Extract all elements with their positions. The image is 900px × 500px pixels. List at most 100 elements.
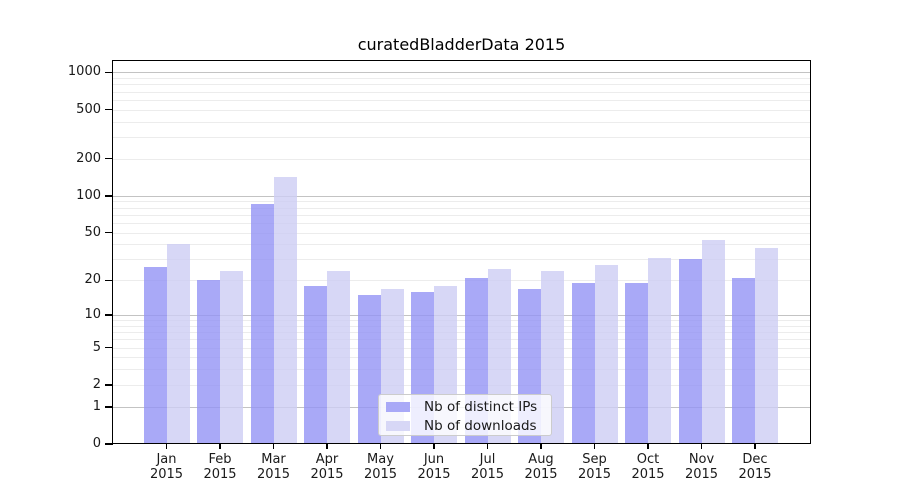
legend-label: Nb of distinct IPs	[424, 399, 538, 416]
gridline-minor	[113, 244, 810, 246]
gridline-minor	[113, 259, 810, 261]
legend: Nb of distinct IPs Nb of downloads	[378, 394, 552, 436]
bar-distinct-ips-feb	[197, 280, 220, 443]
bar-downloads-feb	[220, 270, 243, 443]
bar-distinct-ips-sep	[571, 282, 595, 443]
y-axis-tick	[105, 443, 113, 445]
bar-downloads-jan	[166, 244, 190, 443]
x-label-year: 2015	[363, 467, 398, 482]
gridline-minor	[113, 347, 810, 349]
legend-label: Nb of downloads	[424, 417, 537, 434]
x-axis-tick	[379, 443, 382, 449]
gridline-minor	[113, 137, 810, 138]
y-axis-tick	[105, 406, 113, 408]
gridline-major	[113, 72, 810, 74]
x-axis-tick-label: Sep 2015	[565, 452, 625, 482]
x-label-month: Mar	[261, 452, 286, 467]
y-axis-tick-label: 100	[76, 187, 101, 203]
legend-swatch-downloads-icon	[386, 420, 410, 431]
y-axis-tick-label: 200	[76, 150, 101, 166]
x-axis-tick-label: Jul 2015	[458, 452, 518, 482]
bar-distinct-ips-jan	[143, 266, 167, 443]
gridline-major	[113, 315, 810, 316]
y-axis-tick-label: 1	[92, 398, 101, 414]
y-axis-tick	[105, 195, 113, 197]
y-axis-tick-label: 10	[84, 307, 101, 322]
bar-distinct-ips-apr	[304, 285, 327, 443]
gridline-minor	[113, 339, 810, 341]
bar-distinct-ips-oct	[625, 282, 648, 443]
x-label-year: 2015	[524, 467, 558, 482]
x-label-year: 2015	[149, 467, 184, 482]
x-label-month: Oct	[636, 452, 660, 467]
x-axis-tick	[540, 443, 542, 449]
gridline-minor	[113, 222, 810, 224]
gridline-major	[113, 195, 810, 197]
gridline-minor	[113, 201, 810, 203]
x-axis-tick	[165, 443, 168, 449]
y-axis-tick-label: 20	[84, 272, 101, 288]
x-label-year: 2015	[577, 467, 612, 482]
x-axis-tick-label: Nov 2015	[672, 452, 732, 482]
gridline-minor	[113, 384, 810, 386]
x-axis-tick-label: Jun 2015	[404, 452, 464, 482]
x-label-year: 2015	[631, 467, 665, 482]
gridline-minor	[113, 320, 810, 322]
y-axis-tick-label: 0	[92, 436, 101, 451]
gridline-minor	[113, 325, 810, 327]
x-axis-tick-label: Apr 2015	[297, 452, 357, 482]
bar-downloads-apr	[327, 270, 350, 443]
gridline-minor	[113, 214, 810, 216]
x-axis-tick-label: May 2015	[351, 452, 411, 482]
x-axis-tick	[326, 443, 328, 449]
x-label-year: 2015	[417, 467, 451, 482]
x-axis-tick-label: Aug 2015	[511, 452, 571, 482]
x-axis-tick	[219, 443, 221, 449]
gridline-minor	[113, 207, 810, 209]
x-axis-tick-label: Jan 2015	[137, 452, 197, 482]
y-axis-tick	[105, 231, 113, 234]
y-axis-tick-label: 1000	[67, 64, 101, 80]
x-axis-tick	[700, 443, 703, 449]
x-axis-tick-label: Mar 2015	[244, 452, 304, 482]
gridline-minor	[113, 84, 810, 86]
y-axis-tick	[105, 384, 113, 386]
bar-distinct-ips-nov	[678, 259, 702, 443]
x-axis-tick	[593, 443, 596, 449]
y-axis-tick-label: 50	[84, 224, 101, 240]
gridline-minor	[113, 158, 810, 160]
y-axis-tick	[105, 314, 113, 316]
x-axis-tick-label: Oct 2015	[618, 452, 678, 482]
x-label-month: Dec	[742, 452, 768, 467]
gridline-minor	[113, 332, 810, 334]
gridline-minor	[113, 232, 810, 234]
bar-downloads-sep	[594, 264, 618, 443]
legend-item-distinct-ips: Nb of distinct IPs	[386, 398, 551, 417]
y-axis-tick	[105, 346, 113, 349]
x-label-month: Sep	[582, 452, 607, 467]
x-axis-tick	[433, 443, 435, 449]
x-axis-tick	[754, 443, 756, 449]
y-axis-tick-label: 5	[92, 339, 101, 355]
bar-distinct-ips-mar	[250, 203, 274, 443]
bar-downloads-dec	[755, 248, 778, 443]
y-axis-tick-label: 2	[92, 376, 101, 392]
gridline-minor	[113, 109, 810, 111]
x-label-month: Jun	[423, 452, 445, 467]
legend-swatch-distinct-ips-icon	[386, 402, 410, 413]
gridline-minor	[113, 99, 810, 101]
x-label-month: Aug	[528, 452, 554, 467]
x-label-year: 2015	[470, 467, 505, 482]
gridline-minor	[113, 369, 810, 371]
x-label-year: 2015	[684, 467, 719, 482]
y-axis-tick-label: 500	[76, 101, 101, 117]
bar-downloads-mar	[273, 176, 297, 443]
chart-title: curatedBladderData 2015	[357, 35, 566, 54]
x-axis-tick	[272, 443, 275, 449]
y-axis-tick	[105, 279, 113, 281]
bar-distinct-ips-may	[357, 294, 381, 443]
gridline-minor	[113, 357, 810, 359]
y-axis-tick	[105, 71, 113, 74]
x-label-month: Feb	[208, 452, 232, 467]
